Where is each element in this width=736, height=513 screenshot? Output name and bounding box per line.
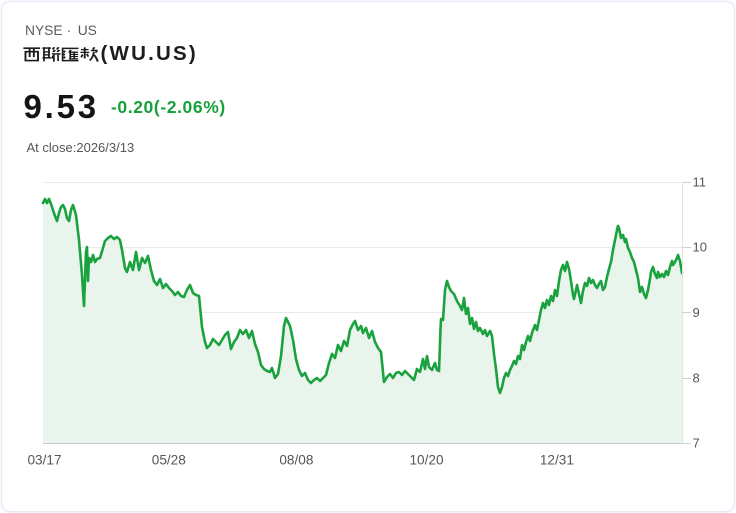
svg-text:7: 7 [693, 436, 700, 451]
svg-text:11: 11 [693, 174, 707, 189]
svg-text:08/08: 08/08 [279, 452, 313, 467]
svg-text:10: 10 [693, 240, 707, 255]
svg-text:10/20: 10/20 [409, 452, 443, 467]
svg-text:12/31: 12/31 [540, 452, 574, 467]
svg-text:9: 9 [693, 305, 700, 320]
svg-text:05/28: 05/28 [152, 452, 186, 467]
svg-text:8: 8 [693, 370, 700, 385]
svg-text:03/17: 03/17 [27, 452, 61, 467]
